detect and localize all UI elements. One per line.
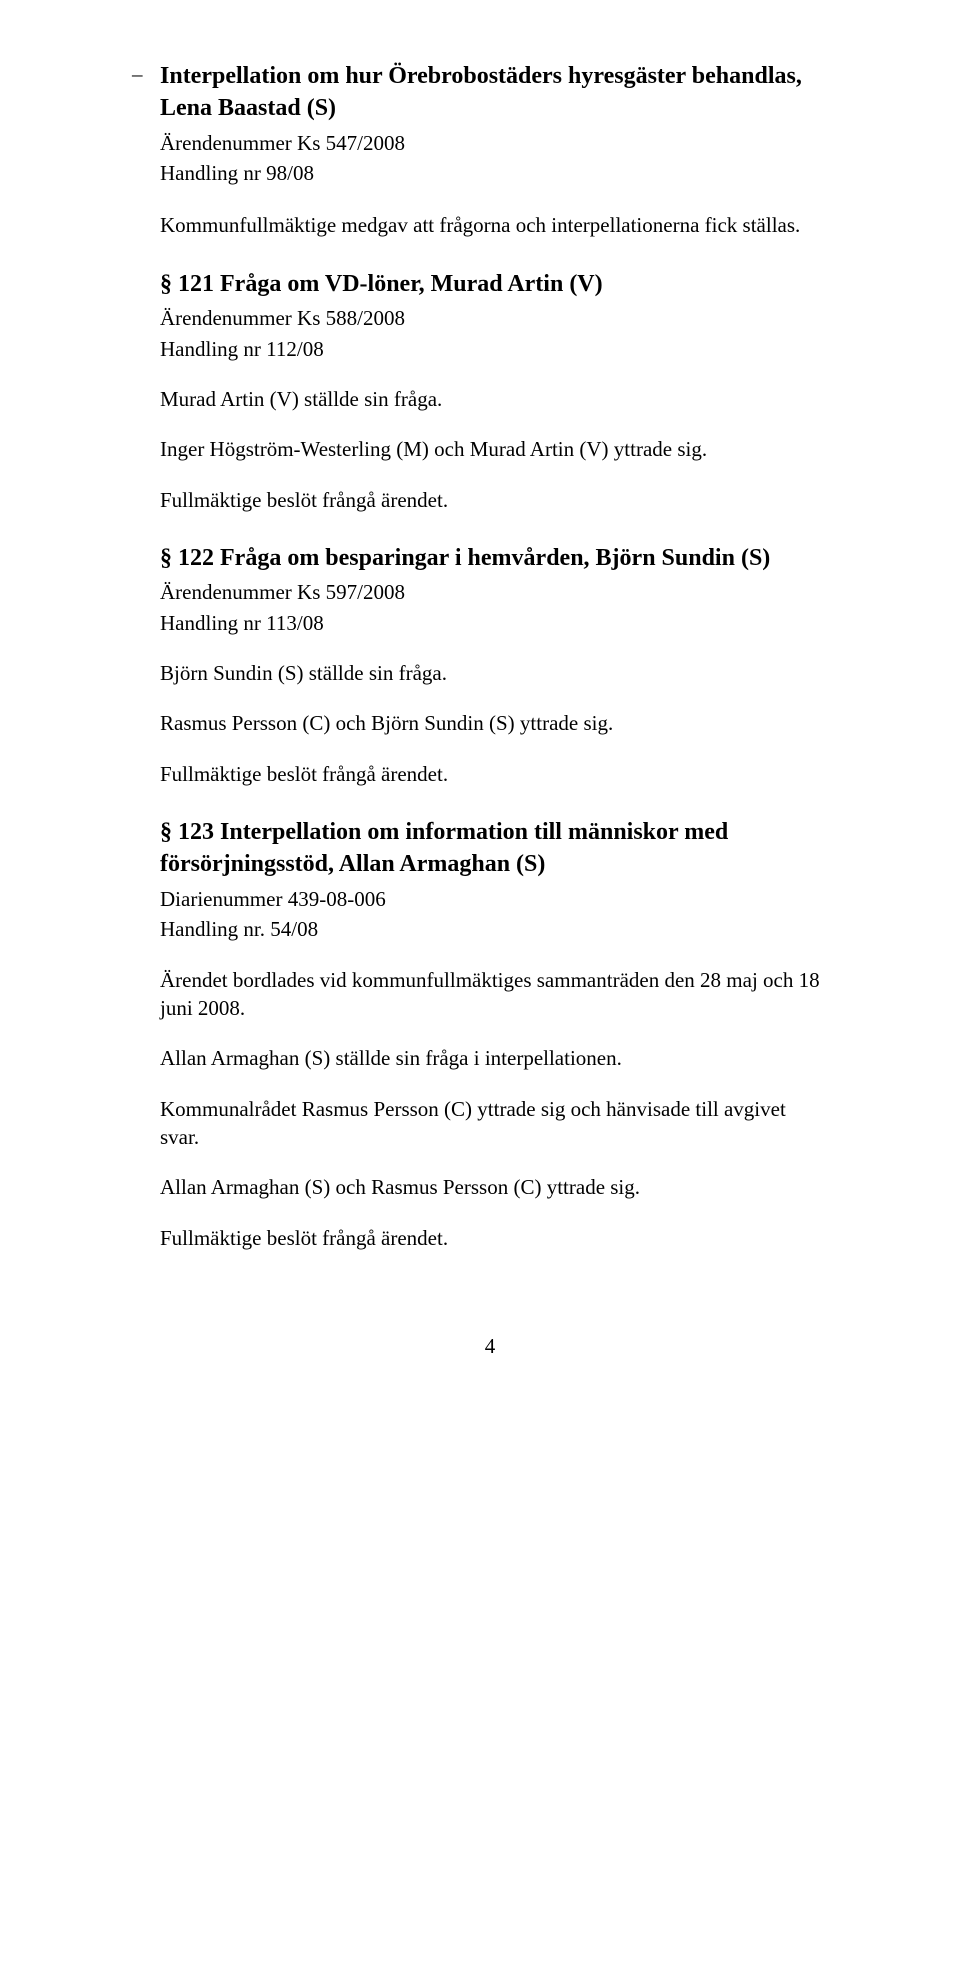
- item0-ref2: Handling nr 98/08: [160, 159, 820, 187]
- list-item-interpellation: – Interpellation om hur Örebrobostäders …: [132, 60, 820, 189]
- item0-ref1: Ärendenummer Ks 547/2008: [160, 129, 820, 157]
- section-123-p4: Allan Armaghan (S) och Rasmus Persson (C…: [160, 1173, 820, 1201]
- section-123-p1: Ärendet bordlades vid kommunfullmäktiges…: [160, 966, 820, 1023]
- item0-paragraph: Kommunfullmäktige medgav att frågorna oc…: [160, 211, 820, 239]
- item0-title: Interpellation om hur Örebrobostäders hy…: [160, 60, 820, 125]
- section-121-p2: Inger Högström-Westerling (M) och Murad …: [160, 435, 820, 463]
- section-121-p1: Murad Artin (V) ställde sin fråga.: [160, 385, 820, 413]
- section-123-ref1: Diarienummer 439-08-006: [160, 885, 820, 913]
- list-dash: –: [132, 60, 160, 88]
- section-122-ref1: Ärendenummer Ks 597/2008: [160, 578, 820, 606]
- section-121-title: § 121 Fråga om VD-löner, Murad Artin (V): [160, 268, 820, 300]
- section-123-p3: Kommunalrådet Rasmus Persson (C) yttrade…: [160, 1095, 820, 1152]
- section-121-ref2: Handling nr 112/08: [160, 335, 820, 363]
- section-122-p3: Fullmäktige beslöt frångå ärendet.: [160, 760, 820, 788]
- page-number: 4: [160, 1332, 820, 1360]
- section-121-ref1: Ärendenummer Ks 588/2008: [160, 304, 820, 332]
- section-123-ref2: Handling nr. 54/08: [160, 915, 820, 943]
- section-121-p3: Fullmäktige beslöt frångå ärendet.: [160, 486, 820, 514]
- section-123-p5: Fullmäktige beslöt frångå ärendet.: [160, 1224, 820, 1252]
- section-123-p2: Allan Armaghan (S) ställde sin fråga i i…: [160, 1044, 820, 1072]
- section-122-p2: Rasmus Persson (C) och Björn Sundin (S) …: [160, 709, 820, 737]
- section-122-title: § 122 Fråga om besparingar i hemvården, …: [160, 542, 820, 574]
- section-122-ref2: Handling nr 113/08: [160, 609, 820, 637]
- section-123-title: § 123 Interpellation om information till…: [160, 816, 820, 881]
- section-122-p1: Björn Sundin (S) ställde sin fråga.: [160, 659, 820, 687]
